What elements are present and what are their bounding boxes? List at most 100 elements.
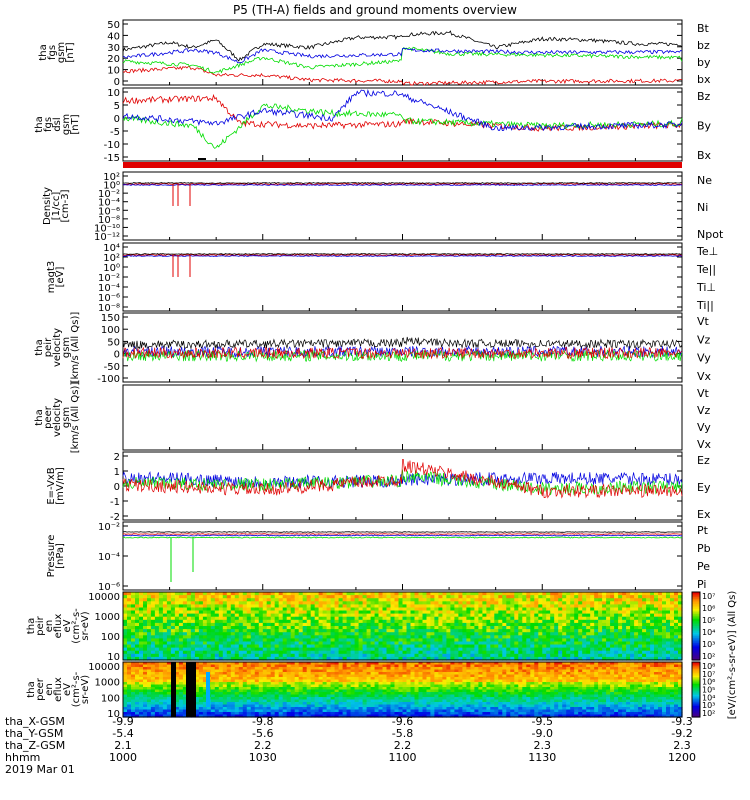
y-axis-label: [nPa] xyxy=(55,543,66,569)
panel-peer_spec: 10000 1000 100 10 thapeerenefluxeV(cm²-s-sr-… xyxy=(26,661,715,720)
y-axis-label: [km/s (All Qs)] xyxy=(70,382,81,454)
legend-ez: Ez xyxy=(697,454,710,467)
series-pb xyxy=(122,533,683,535)
y-axis-label: eflux xyxy=(53,677,64,702)
y-tick-label: -50 xyxy=(104,362,120,373)
y-tick-label: 10⁻² xyxy=(98,189,120,200)
y-tick-label: 10² xyxy=(103,253,120,264)
y-tick-label: 0 xyxy=(114,114,120,125)
y-tick-label: 10⁻¹⁰ xyxy=(94,223,120,234)
y-axis-label: fgs xyxy=(47,45,58,60)
panel-density: 10²10⁰10⁻²10⁻⁴10⁻⁶10⁻⁸10⁻¹⁰10⁻¹²Density[… xyxy=(42,171,724,243)
y-axis-label: tha xyxy=(34,116,45,132)
legend-te⊥: Te⊥ xyxy=(696,245,718,258)
plot-title: P5 (TH-A) fields and ground moments over… xyxy=(233,3,517,17)
y-tick-label: 0 xyxy=(114,77,120,88)
row-label-z-gsm: tha_Z-GSM xyxy=(5,739,65,752)
panel-frame xyxy=(122,171,683,241)
series-a xyxy=(122,253,683,257)
panel-flag xyxy=(123,158,682,168)
y-tick-label: 10 xyxy=(107,88,120,99)
colorbar-tick: 10⁵ xyxy=(702,616,715,625)
y-tick-label: 1000 xyxy=(95,612,120,623)
series-bx xyxy=(122,47,683,64)
y-tick-label: 100 xyxy=(101,632,120,643)
y-tick-label: 50 xyxy=(107,20,120,31)
x-axis-value: -5.8 xyxy=(392,727,413,740)
y-axis-label: gsm xyxy=(61,337,72,358)
legend-bz: Bz xyxy=(697,90,711,103)
colorbar-tick: 10⁷ xyxy=(702,670,715,679)
legend-ey: Ey xyxy=(697,481,711,494)
y-tick-label: 150 xyxy=(101,313,120,324)
legend-bz: bz xyxy=(697,39,710,52)
legend-ti||: Ti|| xyxy=(696,299,714,312)
data-gap xyxy=(186,662,196,717)
panel-peir_spec: 10000 1000 100 10 thapeirenefluxeV(cm²-s-sr-… xyxy=(26,591,715,663)
y-axis-label: en xyxy=(44,620,55,633)
series-bz xyxy=(122,65,683,86)
y-axis-label: [cm-3] xyxy=(60,189,71,222)
y-axis-label: (cm²-s- xyxy=(71,671,82,707)
x-axis-value: -5.4 xyxy=(112,727,133,740)
colorbar-label: [eV/(cm²-s-sr-eV)] (All Qs) xyxy=(727,591,738,720)
legend-npot: Npot xyxy=(697,228,724,241)
date-label: 2019 Mar 01 xyxy=(5,763,75,776)
y-axis-label: gsm xyxy=(61,407,72,428)
colorbar-tick: 10⁸ xyxy=(702,662,715,671)
x-axis-value: 2.2 xyxy=(394,739,412,752)
legend-pb: Pb xyxy=(697,542,711,555)
series-bt xyxy=(122,30,683,62)
colorbar-tick: 10⁴ xyxy=(702,693,715,702)
colorbar-tick: 10³ xyxy=(702,701,715,710)
y-axis-label: eflux xyxy=(53,614,64,639)
legend-pt: Pt xyxy=(697,524,709,537)
y-tick-label: -2 xyxy=(110,512,120,523)
y-axis-label: magt3 xyxy=(46,261,57,294)
y-axis-label: [km/s (All Qs)] xyxy=(70,312,81,384)
y-axis-label: [mV/m] xyxy=(55,467,66,505)
y-axis-label: tha xyxy=(26,681,37,697)
colorbar-tick: 10⁵ xyxy=(702,686,715,695)
y-tick-label: 30 xyxy=(107,43,120,54)
legend-vt: Vt xyxy=(697,315,710,328)
y-tick-label: 2 xyxy=(114,452,120,463)
data-gap xyxy=(206,672,210,707)
legend-by: By xyxy=(697,120,712,133)
y-tick-label: -15 xyxy=(104,153,120,164)
legend-vy: Vy xyxy=(697,352,711,365)
panels-layer: 50403020100thafgsgsm[nT]Btbzbybx1050-5-1… xyxy=(26,19,724,720)
legend-ti⊥: Ti⊥ xyxy=(696,281,716,294)
bottom-axis: tha_X-GSM tha_Y-GSM tha_Z-GSM hhmm 2019 … xyxy=(5,591,738,776)
row-label-hhmm: hhmm xyxy=(5,751,40,764)
y-tick-label: 10⁻¹² xyxy=(94,232,120,243)
legend-bx: bx xyxy=(697,73,711,86)
series-vt xyxy=(122,336,683,350)
series-by xyxy=(122,103,683,149)
y-tick-label: 10⁻⁴ xyxy=(98,552,120,563)
y-tick-label: 40 xyxy=(107,31,120,42)
x-axis-value: 2.3 xyxy=(673,739,691,752)
legend-vx: Vx xyxy=(697,438,712,451)
x-axis-value: 1030 xyxy=(249,751,277,764)
y-tick-label: 10000 xyxy=(88,662,120,673)
legend-vt: Vt xyxy=(697,387,710,400)
y-tick-label: 0 xyxy=(114,350,120,361)
y-tick-label: 10⁻² xyxy=(98,522,120,533)
series-pt xyxy=(122,531,683,533)
panel-frame xyxy=(122,384,683,451)
y-tick-label: 10 xyxy=(107,709,120,720)
legend-vz: Vz xyxy=(697,333,711,346)
y-tick-label: 20 xyxy=(107,54,120,65)
colorbar-tick: 10³ xyxy=(702,640,715,649)
y-axis-label: tha xyxy=(34,339,45,355)
x-axis-value: 1200 xyxy=(668,751,696,764)
panel-frame xyxy=(122,591,683,661)
y-axis-label: Density xyxy=(42,187,53,225)
legend-vx: Vx xyxy=(697,370,712,383)
y-axis-label: sr-eV) xyxy=(80,611,91,640)
x-axis-value: -9.5 xyxy=(532,715,553,728)
series-c xyxy=(122,253,683,255)
